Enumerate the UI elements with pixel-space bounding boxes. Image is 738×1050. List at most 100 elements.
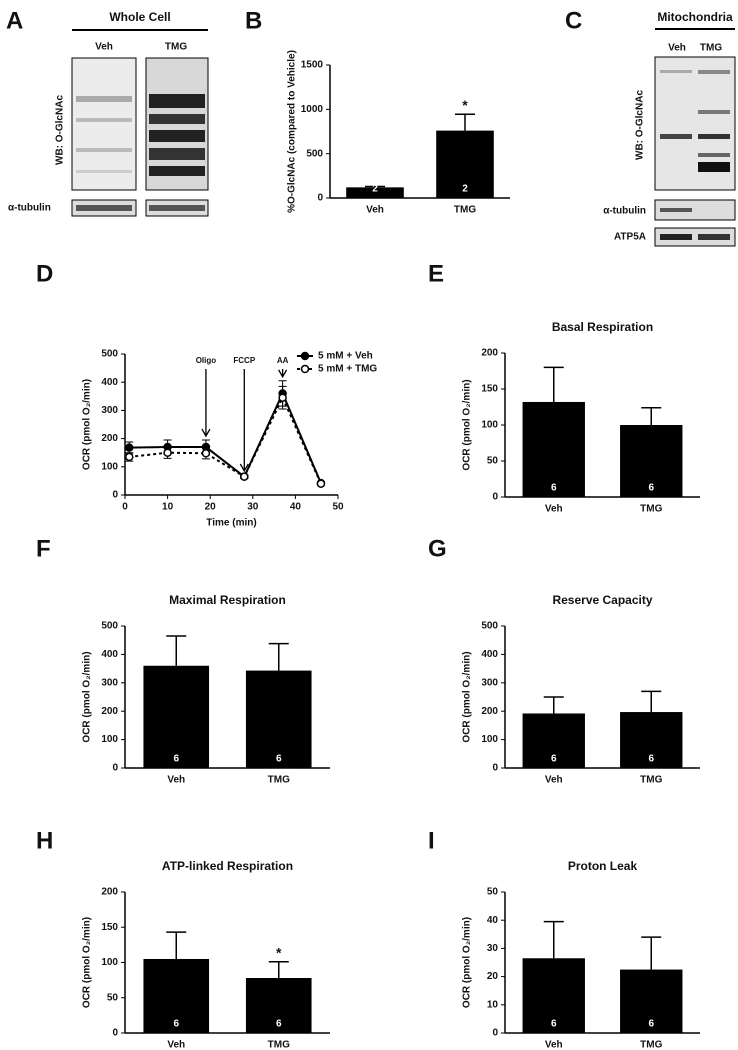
bar (143, 958, 210, 1033)
y-axis-label: %O-GlcNAc (compared to Vehicle) (287, 50, 298, 213)
y-tick-label: 100 (101, 461, 118, 472)
n-label: 2 (462, 184, 468, 195)
n-label: 6 (648, 754, 654, 765)
chart-title: Maximal Respiration (169, 593, 286, 607)
y-tick-label: 100 (481, 734, 498, 745)
y-tick-label: 200 (101, 706, 118, 717)
y-tick-label: 50 (487, 456, 499, 467)
significance: * (462, 97, 468, 113)
n-label: 6 (648, 483, 654, 494)
y-axis-label: OCR (pmol O₂/min) (462, 917, 473, 1008)
x-tick-label: 40 (290, 502, 302, 513)
blot-title: Mitochondria (657, 10, 733, 24)
legend-label: 5 mM + Veh (318, 351, 373, 362)
error-bar (641, 936, 662, 970)
y-tick-label: 1000 (301, 104, 324, 115)
y-tick-label: 300 (101, 677, 118, 688)
y-axis-label: OCR (pmol O₂/min) (462, 379, 473, 470)
y-tick-label: 200 (481, 706, 498, 717)
y-axis-label: OCR (pmol O₂/min) (82, 379, 93, 470)
x-tick-label: Veh (545, 775, 563, 786)
y-tick-label: 0 (492, 763, 498, 774)
series-line (129, 395, 322, 485)
error-bar (543, 920, 564, 959)
y-tick-label: 500 (481, 621, 498, 632)
marker (163, 448, 172, 457)
error-bar (455, 113, 475, 131)
legend-label: 5 mM + TMG (318, 364, 377, 375)
x-tick-label: 0 (122, 502, 128, 513)
blot-image (654, 56, 736, 247)
annotation-arrow (201, 369, 211, 438)
lane-label: TMG (700, 43, 722, 54)
bar (436, 130, 494, 198)
n-label: 6 (173, 1019, 179, 1030)
annotation: AA (277, 356, 289, 365)
x-tick-label: TMG (454, 205, 476, 216)
y-tick-label: 20 (487, 971, 499, 982)
y-tick-label: 100 (481, 420, 498, 431)
n-label: 2 (372, 184, 378, 195)
y-tick-label: 200 (101, 887, 118, 898)
annotation-arrow (278, 369, 288, 379)
error-bar (543, 366, 564, 402)
row-label: ATP5A (614, 232, 646, 243)
n-label: 6 (551, 754, 557, 765)
y-tick-label: 1500 (301, 60, 324, 71)
y-tick-label: 500 (306, 148, 323, 159)
n-label: 6 (276, 754, 282, 765)
x-tick-label: Veh (167, 775, 185, 786)
error-bar (543, 696, 564, 714)
error-bar (268, 961, 289, 979)
row-label: WB: O-GlcNAc (55, 95, 66, 165)
y-axis-label: OCR (pmol O₂/min) (82, 651, 93, 742)
y-tick-label: 50 (107, 992, 119, 1003)
panel-label: G (428, 535, 447, 562)
x-tick-label: TMG (268, 775, 290, 786)
y-tick-label: 150 (101, 922, 118, 933)
error-bar (166, 635, 187, 666)
x-tick-label: TMG (640, 775, 662, 786)
row-label: WB: O-GlcNAc (635, 90, 646, 160)
x-tick-label: TMG (640, 504, 662, 515)
panel-label: I (428, 827, 435, 854)
panel-label: A (6, 7, 23, 34)
marker (125, 443, 134, 452)
bar (620, 969, 683, 1033)
panel-label: H (36, 827, 53, 854)
y-axis-label: OCR (pmol O₂/min) (462, 651, 473, 742)
y-tick-label: 500 (101, 349, 118, 360)
annotation-arrow (239, 369, 249, 473)
marker (278, 393, 287, 402)
n-label: 6 (173, 754, 179, 765)
y-tick-label: 100 (101, 734, 118, 745)
row-label: α-tubulin (8, 203, 51, 214)
lane-label: Veh (668, 43, 686, 54)
x-tick-label: Veh (167, 1040, 185, 1050)
y-tick-label: 0 (492, 1028, 498, 1039)
x-tick-label: Veh (545, 504, 563, 515)
series-line (129, 391, 322, 484)
error-bar (365, 185, 385, 188)
y-tick-label: 40 (487, 915, 499, 926)
y-tick-label: 300 (481, 677, 498, 688)
lane-label: Veh (95, 42, 113, 53)
legend-marker (300, 351, 310, 361)
y-tick-label: 50 (487, 887, 499, 898)
y-tick-label: 400 (481, 649, 498, 660)
annotation: Oligo (196, 356, 217, 365)
n-label: 6 (551, 1019, 557, 1030)
n-label: 6 (648, 1019, 654, 1030)
marker (201, 449, 211, 458)
x-tick-label: TMG (640, 1040, 662, 1050)
x-axis-label: Time (min) (206, 518, 256, 529)
y-tick-label: 200 (481, 348, 498, 359)
y-tick-label: 100 (101, 957, 118, 968)
x-tick-label: 30 (247, 502, 259, 513)
panel-label: E (428, 260, 444, 287)
annotation: FCCP (233, 356, 255, 365)
y-tick-label: 0 (112, 1028, 118, 1039)
n-label: 6 (551, 483, 557, 494)
